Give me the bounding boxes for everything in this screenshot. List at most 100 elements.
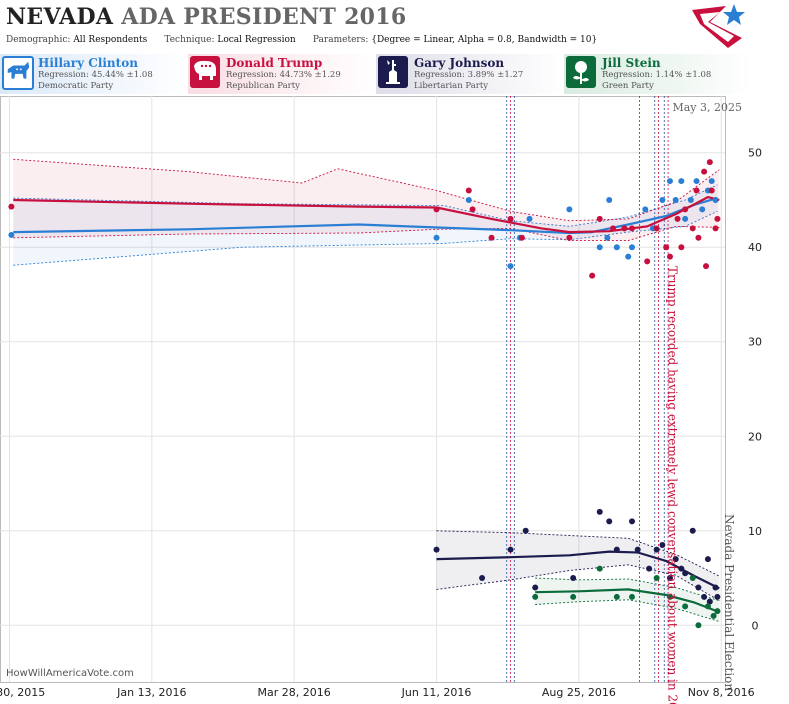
poll-point-trump [708,187,715,194]
candidate-card-johnson: Gary Johnson Regression: 3.89% ±1.27 Lib… [376,54,564,94]
star-flag-logo-icon [692,4,745,48]
date-stamp: May 3, 2025 [672,101,742,114]
poll-point-johnson [714,593,721,600]
candidate-name: Jill Stein [602,56,661,70]
band-fill-trump [13,159,720,241]
poll-point-trump [507,215,514,222]
event-lines [506,96,669,682]
poll-points [8,159,721,629]
poll-point-clinton [596,244,603,251]
candidate-party: Democratic Party [38,81,114,91]
poll-point-clinton [604,234,611,241]
x-tick-label: Aug 25, 2016 [542,686,616,699]
poll-point-clinton [606,196,613,203]
poll-point-trump [8,203,15,210]
x-tick-label: Mar 28, 2016 [258,686,331,699]
poll-point-clinton [708,178,715,185]
parameter-line: Demographic: All Respondents Technique: … [6,35,597,45]
poll-point-stein [613,593,620,600]
parameters-value: {Degree = Linear, Alpha = 0.8, Bandwidth… [371,35,598,45]
title-rest: ADA PRESIDENT 2016 [121,4,407,30]
y-tick-label: 50 [748,147,762,160]
poll-point-johnson [613,546,620,553]
candidate-name: Hillary Clinton [38,56,138,70]
poll-point-trump [714,215,721,222]
poll-point-trump [644,258,651,265]
poll-point-johnson [659,541,666,548]
poll-point-clinton [625,253,632,260]
poll-point-trump [469,206,476,213]
poll-point-trump [589,272,596,279]
poll-point-trump [518,234,525,241]
candidate-card-trump: Donald Trump Regression: 44.73% ±1.29 Re… [188,54,376,94]
poll-point-clinton [699,206,706,213]
poll-point-stein [695,622,702,629]
poll-point-stein [653,575,660,582]
band-upper-trump [13,158,720,222]
x-tick-label: Jun 11, 2016 [401,686,472,699]
poll-point-johnson [507,546,514,553]
poll-point-trump [693,187,700,194]
technique-label: Technique: [164,35,215,45]
poll-point-johnson [634,546,641,553]
poll-point-johnson [522,527,529,534]
poll-point-clinton [693,178,700,185]
poll-point-trump [433,206,440,213]
parameters-label: Parameters: [312,35,369,45]
poll-point-trump [629,225,636,232]
poll-point-johnson [695,584,702,591]
poll-chart: Trump recorded having extremely lewd con… [0,96,762,704]
poll-point-johnson [704,556,711,563]
poll-point-clinton [566,206,573,213]
poll-point-trump [666,253,673,260]
candidate-party: Green Party [602,81,654,91]
poll-point-johnson [433,546,440,553]
poll-point-johnson [629,518,636,525]
rose-icon [566,56,596,88]
poll-point-trump [678,244,685,251]
poll-point-trump [663,244,670,251]
poll-point-stein [570,593,577,600]
liberty-torch-icon [378,56,408,88]
poll-point-johnson [682,570,689,577]
poll-point-johnson [706,598,713,605]
trend-lines [13,196,720,614]
poll-point-stein [682,603,689,610]
demographic-value: All Respondents [73,35,148,45]
chart-header: NEVADA ADA PRESIDENT 2016 Demographic: A… [0,0,750,52]
poll-point-stein [710,612,717,619]
band-upper-johnson [436,530,720,577]
title-state: NEVADA [6,4,114,30]
poll-point-stein [629,593,636,600]
poll-point-clinton [613,244,620,251]
technique-value: Local Regression [217,35,296,45]
poll-point-johnson [701,593,708,600]
y-tick-label: 40 [748,241,762,254]
poll-point-clinton [465,196,472,203]
elephant-icon [190,56,220,88]
x-tick-label: Oct 30, 2015 [0,686,45,699]
poll-point-johnson [606,518,613,525]
demographic-label: Demographic: [6,35,71,45]
poll-point-trump [566,234,573,241]
poll-point-trump [682,206,689,213]
poll-point-johnson [570,575,577,582]
annotations: Trump recorded having extremely lewd con… [665,266,736,704]
poll-point-clinton [642,206,649,213]
poll-point-stein [666,593,673,600]
candidate-party: Republican Party [226,81,300,91]
poll-point-johnson [532,584,539,591]
poll-point-stein [704,603,711,610]
trend-line-trump [13,196,720,234]
y-tick-label: 10 [748,525,762,538]
poll-point-johnson [678,565,685,572]
poll-point-stein [596,565,603,572]
poll-point-johnson [653,546,660,553]
poll-point-johnson [689,527,696,534]
candidate-regression: Regression: 3.89% ±1.27 [414,70,524,80]
poll-point-clinton [629,244,636,251]
band-fill-johnson [436,530,720,601]
poll-point-trump [689,225,696,232]
poll-point-clinton [687,196,694,203]
trend-line-stein [535,588,720,614]
